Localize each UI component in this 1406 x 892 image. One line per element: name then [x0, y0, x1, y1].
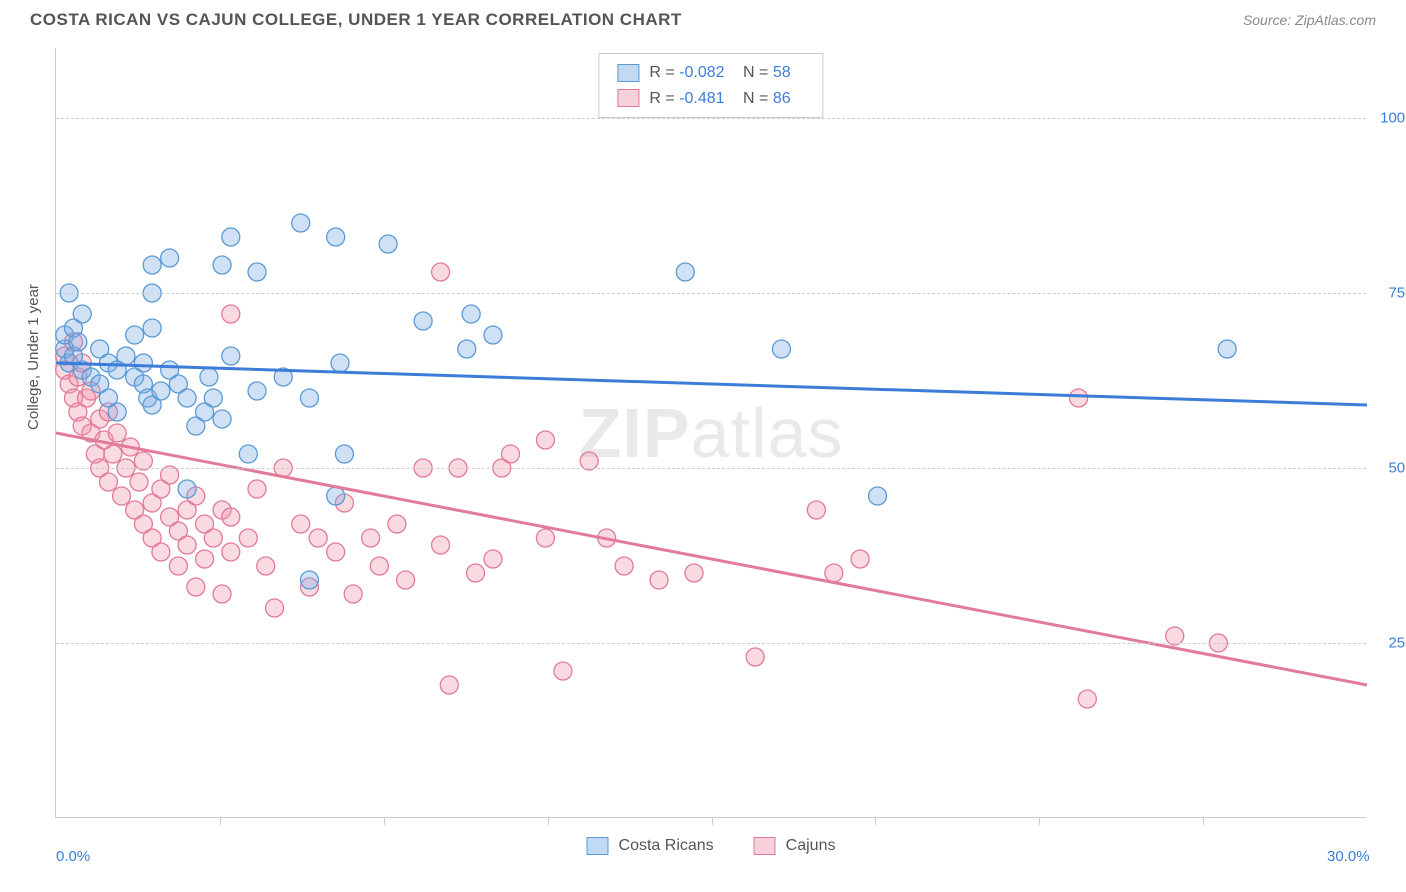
x-tick	[1203, 817, 1204, 825]
x-tick-label: 0.0%	[56, 848, 90, 865]
x-tick	[548, 817, 549, 825]
y-tick-label: 75.0%	[1388, 285, 1406, 302]
gridline	[56, 118, 1366, 119]
source-attribution: Source: ZipAtlas.com	[1243, 12, 1376, 28]
y-axis-label: College, Under 1 year	[25, 284, 42, 430]
y-tick-label: 50.0%	[1388, 460, 1406, 477]
chart-plot-area: ZIPatlas R = -0.082 N = 58 R = -0.481 N …	[55, 48, 1366, 818]
gridline	[56, 468, 1366, 469]
swatch-pink-icon	[754, 837, 776, 855]
swatch-blue-icon	[587, 837, 609, 855]
swatch-blue-icon	[617, 64, 639, 82]
gridline	[56, 643, 1366, 644]
x-tick	[384, 817, 385, 825]
swatch-pink-icon	[617, 89, 639, 107]
legend-row-pink: R = -0.481 N = 86	[617, 86, 804, 112]
legend-row-blue: R = -0.082 N = 58	[617, 60, 804, 86]
x-tick	[1039, 817, 1040, 825]
x-tick	[712, 817, 713, 825]
y-tick-label: 25.0%	[1388, 635, 1406, 652]
legend-correlation: R = -0.082 N = 58 R = -0.481 N = 86	[598, 53, 823, 118]
x-tick	[220, 817, 221, 825]
chart-title: COSTA RICAN VS CAJUN COLLEGE, UNDER 1 YE…	[30, 10, 682, 30]
legend-item-blue: Costa Ricans	[587, 837, 714, 855]
legend-series: Costa Ricans Cajuns	[587, 837, 836, 855]
legend-item-pink: Cajuns	[754, 837, 836, 855]
scatter-plot-svg	[56, 48, 1366, 817]
x-tick	[875, 817, 876, 825]
y-tick-label: 100.0%	[1380, 110, 1406, 127]
x-tick-label: 30.0%	[1327, 848, 1370, 865]
gridline	[56, 293, 1366, 294]
